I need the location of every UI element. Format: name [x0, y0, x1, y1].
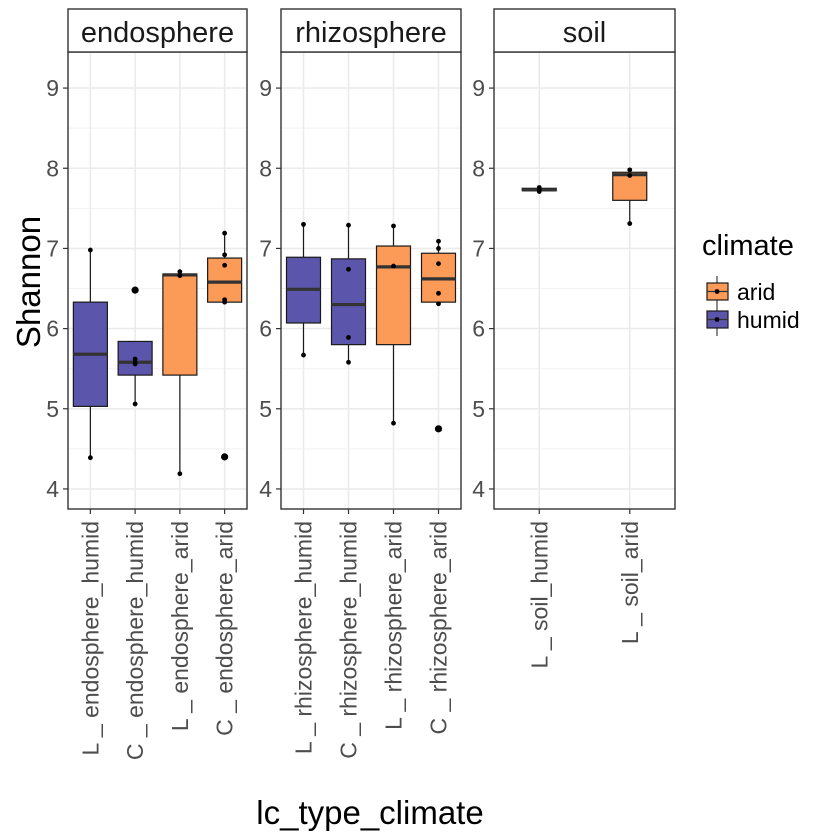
y-tick-label: 7 — [46, 235, 59, 261]
y-tick-label: 7 — [472, 235, 485, 261]
iqr-box — [330, 258, 367, 346]
box-c-rhizosphere-arid — [420, 238, 457, 433]
jitter-point — [346, 359, 351, 365]
jitter-point — [177, 269, 183, 275]
y-tick-label: 4 — [259, 476, 272, 502]
jitter-point — [391, 263, 396, 269]
box-c-endosphere-humid — [117, 286, 153, 407]
jitter-point — [177, 273, 183, 279]
y-tick-label: 5 — [259, 396, 272, 422]
x-tick-label: L _ endosphere_arid — [167, 521, 193, 731]
x-tick-label: L _ rhizosphere_humid — [291, 521, 317, 754]
panel-rhizosphere: L _ rhizosphere_humid C _ rhizosphere_hum… — [280, 8, 462, 759]
box-l-soil-humid — [521, 185, 557, 194]
y-tick-label: 6 — [472, 316, 485, 342]
jitter-point — [391, 223, 396, 229]
box-l-endosphere-humid — [72, 247, 108, 461]
y-tick-label: 6 — [46, 316, 59, 342]
y-axis: 4 5 6 7 8 9 4 5 6 7 8 9 4 5 6 7 8 9 — [46, 75, 494, 502]
facet-strip — [280, 8, 462, 53]
x-tick-label: C _ endosphere_arid — [212, 521, 238, 736]
x-tick-label: L _ endosphere_humid — [77, 521, 103, 755]
jitter-point — [536, 185, 542, 190]
y-tick-label: 9 — [259, 75, 272, 101]
x-tick-label: C _ endosphere_humid — [122, 521, 148, 760]
jitter-point — [627, 221, 633, 226]
panel-endosphere: L _ endosphere_humid C _ endosphere_humid… — [67, 8, 248, 760]
jitter-point — [627, 173, 633, 178]
facet-strip-label: soil — [563, 17, 607, 49]
legend-key-point — [714, 289, 720, 294]
box-l-endosphere-arid — [162, 269, 198, 477]
legend-key-point — [714, 317, 720, 322]
jitter-point — [222, 252, 228, 258]
y-tick-label: 8 — [259, 155, 272, 181]
box-l-rhizosphere-humid — [285, 221, 322, 358]
y-tick-label: 7 — [259, 235, 272, 261]
outlier-point — [221, 453, 229, 461]
jitter-point — [222, 262, 228, 268]
legend-item-humid: humid — [706, 304, 800, 336]
facet-strip-label: endosphere — [81, 17, 234, 49]
jitter-point — [132, 401, 138, 407]
y-tick-label: 4 — [472, 476, 485, 502]
y-tick-label: 5 — [472, 396, 485, 422]
jitter-point — [391, 420, 396, 426]
jitter-point — [222, 230, 228, 236]
panel-soil: L _ soil_humid L _ soil_arid soil — [493, 8, 676, 668]
jitter-point — [301, 221, 306, 227]
y-tick-label: 9 — [46, 75, 59, 101]
legend-label: arid — [737, 279, 775, 305]
box-l-soil-arid — [612, 167, 648, 226]
x-axis-title: lc_type_climate — [256, 794, 483, 831]
box-c-endosphere-arid — [207, 230, 243, 461]
box-c-rhizosphere-humid — [330, 222, 367, 365]
jitter-point — [436, 301, 441, 307]
jitter-point — [301, 352, 306, 358]
y-tick-label: 5 — [46, 396, 59, 422]
facet-panels: L _ endosphere_humid C _ endosphere_humid… — [67, 8, 676, 760]
y-tick-label: 8 — [46, 155, 59, 181]
y-tick-label: 6 — [259, 316, 272, 342]
jitter-point — [132, 356, 138, 362]
box-l-rhizosphere-arid — [375, 223, 412, 426]
x-tick-label: L _ soil_humid — [526, 521, 552, 668]
outlier-point — [131, 286, 139, 294]
facet-strip — [67, 8, 248, 53]
facet-strip — [493, 8, 676, 53]
x-tick-label: L _ rhizosphere_arid — [381, 521, 407, 730]
iqr-box — [162, 273, 198, 376]
panel-background — [494, 52, 675, 509]
jitter-point — [436, 290, 441, 296]
jitter-point — [436, 246, 441, 251]
jitter-point — [436, 238, 441, 244]
x-tick-label: C _ rhizosphere_humid — [336, 521, 362, 759]
jitter-point — [346, 222, 351, 228]
y-tick-label: 8 — [472, 155, 485, 181]
x-tick-label: C _ rhizosphere_arid — [426, 521, 452, 735]
jitter-point — [346, 335, 351, 340]
facet-strip-label: rhizosphere — [295, 17, 447, 49]
outlier-point — [434, 425, 443, 433]
jitter-point — [87, 247, 93, 253]
legend-item-arid: arid — [706, 276, 775, 308]
jitter-point — [436, 261, 441, 267]
jitter-point — [87, 455, 93, 461]
y-tick-label: 9 — [472, 75, 485, 101]
iqr-box — [375, 245, 412, 346]
y-tick-label: 4 — [46, 476, 59, 502]
legend-title: climate — [702, 230, 794, 262]
legend-label: humid — [737, 307, 800, 333]
jitter-point — [627, 167, 633, 173]
x-tick-label: L _ soil_arid — [617, 521, 643, 644]
jitter-point — [177, 471, 183, 477]
y-axis-title: Shannon — [10, 216, 47, 348]
jitter-point — [222, 297, 228, 303]
jitter-point — [346, 266, 351, 272]
